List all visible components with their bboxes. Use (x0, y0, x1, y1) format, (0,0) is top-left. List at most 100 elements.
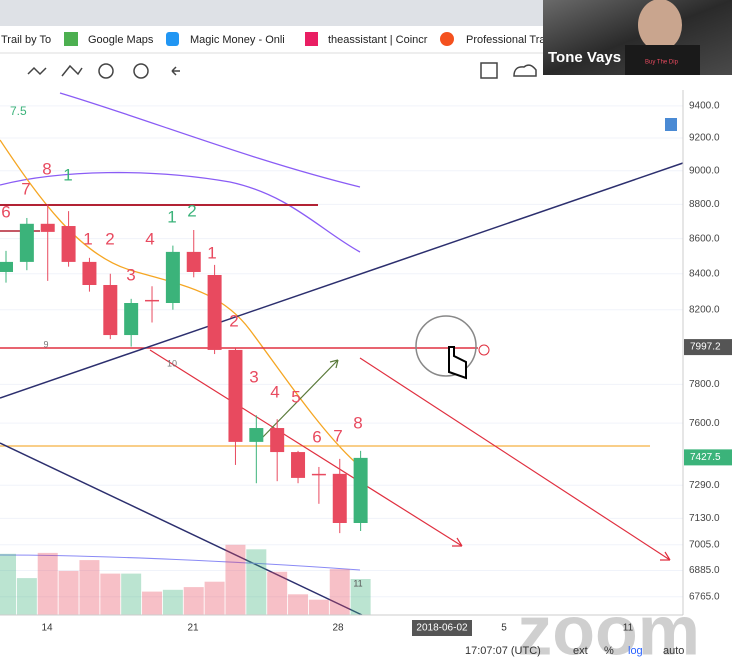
arrow (359, 357, 671, 561)
x-tick-label: 28 (332, 623, 344, 634)
sequence-count: 3 (249, 367, 258, 386)
volume-bar (16, 578, 37, 615)
tool-alert[interactable] (98, 63, 114, 79)
price-label: 7997.2 (690, 342, 721, 353)
volume-bar (267, 571, 288, 615)
volume-bar (350, 579, 371, 615)
y-tick-label: 7005.0 (689, 539, 720, 550)
sequence-count: 8 (353, 413, 362, 432)
x-tick-label: 5 (501, 623, 507, 634)
candle-body (61, 226, 76, 262)
tool-undo[interactable] (171, 66, 180, 76)
tool-fullscreen[interactable] (480, 62, 498, 79)
candle-body (270, 428, 285, 453)
tool-cloud[interactable] (513, 64, 537, 77)
candle-body (40, 223, 55, 232)
ma-short (0, 139, 356, 463)
log-toggle[interactable]: log (628, 645, 643, 657)
y-tick-label: 9400.0 (689, 101, 720, 112)
y-tick-label: 8200.0 (689, 304, 720, 315)
ext-toggle[interactable]: ext (573, 645, 588, 657)
arrow (149, 349, 463, 547)
y-tick-label: 8800.0 (689, 199, 720, 210)
scroll-button[interactable] (665, 118, 677, 131)
shirt-logo: Buy The Dip (645, 60, 679, 66)
x-tick-label: 14 (41, 623, 53, 634)
y-tick-label: 7800.0 (689, 379, 720, 390)
y-tick-label: 9200.0 (689, 133, 720, 144)
magic-icon[interactable] (166, 32, 179, 46)
trend-line (0, 442, 363, 616)
bookmark[interactable]: Google Maps (88, 34, 154, 46)
candle-body (82, 261, 97, 285)
volume-bar (79, 560, 100, 615)
pro-icon[interactable] (440, 32, 454, 46)
bookmark[interactable]: theassistant | Coincr (328, 34, 428, 46)
auto-toggle[interactable]: auto (663, 645, 684, 657)
candle-body (145, 299, 160, 302)
y-tick-label: 7130.0 (689, 513, 720, 524)
sequence-count: 1 (63, 165, 72, 184)
volume-bar (329, 569, 350, 615)
ma-long (59, 92, 361, 188)
sequence-count: 3 (126, 265, 135, 284)
y-tick-label: 9000.0 (689, 165, 720, 176)
volume-bar (142, 591, 163, 615)
indicator-value: 7.5 (10, 104, 27, 118)
slack-icon[interactable] (305, 32, 318, 46)
sequence-count: 6 (1, 202, 10, 221)
trend-line (0, 162, 684, 399)
line-handle[interactable] (478, 344, 490, 356)
candle-body (19, 223, 34, 262)
volume-bar (58, 570, 79, 615)
volume-bar (162, 589, 183, 615)
candle-body (103, 284, 118, 336)
candle-body (353, 457, 368, 523)
sequence-count: 1 (167, 207, 176, 226)
volume-bar (100, 573, 121, 615)
bookmark[interactable]: Magic Money - Onli (190, 34, 285, 46)
candle-body (228, 349, 243, 442)
tool-line[interactable] (27, 66, 47, 76)
candle-body (249, 428, 264, 442)
price-label-bg (684, 449, 732, 466)
bar-count: 10 (167, 358, 177, 368)
volume-bar (37, 552, 58, 615)
volume-bar (204, 581, 225, 615)
volume-bar (183, 587, 204, 615)
hand-cursor (448, 346, 467, 380)
tool-indicators[interactable] (61, 64, 83, 77)
sequence-count: 2 (187, 201, 196, 220)
bar-count: 9 (43, 339, 48, 349)
time-text: 17:07:07 (UTC) (465, 645, 541, 657)
volume-bar (288, 594, 309, 615)
y-tick-label: 7290.0 (689, 480, 720, 491)
candle-body (0, 261, 13, 272)
x-tick-label: 11 (623, 623, 634, 634)
sequence-count: 1 (207, 243, 216, 262)
y-tick-label: 8600.0 (689, 233, 720, 244)
maps-icon[interactable] (64, 32, 78, 46)
ma-mid (0, 171, 361, 253)
volume-bar (225, 544, 246, 615)
volume-bar (121, 573, 142, 615)
time-axis (0, 615, 683, 640)
y-tick-label: 7600.0 (689, 418, 720, 429)
webcam-shirt (625, 45, 700, 75)
percent-toggle[interactable]: % (604, 645, 614, 657)
sequence-count: 2 (105, 229, 114, 248)
tool-replay[interactable] (133, 63, 149, 79)
webcam-name: Tone Vays (548, 49, 621, 66)
x-tick-label: 21 (187, 623, 199, 634)
bookmark[interactable]: Professional Tra (466, 34, 546, 46)
arrow (259, 359, 339, 441)
candle-body (332, 473, 347, 523)
cursor-highlight (415, 315, 477, 377)
candle-body (291, 452, 306, 478)
volume-bar (246, 549, 267, 615)
bookmark[interactable]: Trail by To (1, 34, 51, 46)
status-bar (0, 640, 732, 657)
zoom-watermark: zoom (517, 591, 700, 657)
candle-body (207, 275, 222, 350)
sequence-count: 2 (229, 311, 238, 330)
